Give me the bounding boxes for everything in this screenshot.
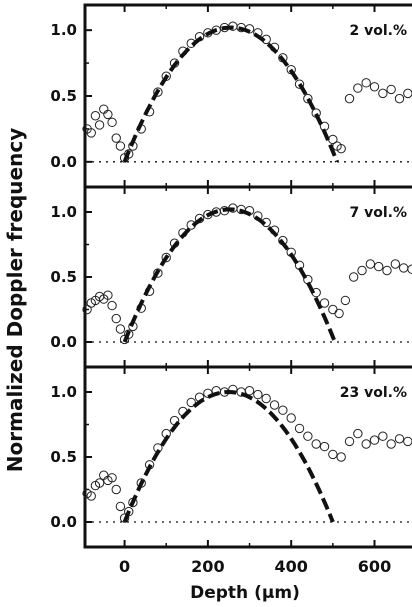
data-point bbox=[394, 93, 405, 104]
data-point bbox=[353, 428, 363, 439]
data-point bbox=[336, 143, 346, 154]
y-tick-label: 1.0 bbox=[50, 203, 77, 221]
y-tick-label: 0.0 bbox=[50, 513, 77, 531]
chart-panels: 0.0 0.5 1.0 2 vol.% 0.0 0.5 1.0 7 vol.% 0.0 0.5 1.… bbox=[50, 3, 412, 576]
data-point bbox=[378, 431, 388, 441]
data-point bbox=[344, 436, 355, 447]
data-point bbox=[353, 83, 363, 93]
data-point bbox=[334, 308, 344, 319]
data-point bbox=[294, 423, 305, 434]
data-point bbox=[403, 88, 412, 99]
data-point bbox=[361, 439, 371, 449]
data-point bbox=[99, 470, 109, 480]
x-tick-label: 0 bbox=[119, 557, 130, 576]
data-point bbox=[115, 501, 126, 512]
data-point bbox=[348, 272, 359, 282]
x-tick-label: 400 bbox=[274, 557, 307, 576]
y-axis-label: Normalized Doppler frequency bbox=[3, 128, 27, 472]
data-point bbox=[153, 268, 163, 278]
data-point bbox=[103, 109, 113, 120]
data-point bbox=[369, 82, 380, 92]
data-point bbox=[153, 87, 163, 97]
data-point bbox=[286, 413, 296, 423]
panel-1: 0.0 0.5 1.0 2 vol.% bbox=[50, 3, 412, 189]
data-point bbox=[107, 117, 117, 128]
data-point bbox=[99, 104, 109, 114]
data-point bbox=[340, 295, 351, 306]
panel-label: 7 vol.% bbox=[349, 205, 407, 221]
fit-curve bbox=[122, 389, 335, 523]
data-point bbox=[119, 513, 130, 523]
data-point bbox=[328, 449, 338, 460]
x-tick-label: 600 bbox=[358, 557, 391, 576]
data-point bbox=[86, 491, 96, 501]
data-point bbox=[161, 252, 171, 263]
data-point bbox=[344, 93, 355, 104]
data-point bbox=[90, 111, 101, 121]
data-point bbox=[94, 478, 105, 488]
data-point bbox=[369, 435, 380, 445]
data-point bbox=[373, 261, 384, 272]
data-point bbox=[303, 93, 313, 104]
data-point bbox=[115, 324, 126, 334]
data-point bbox=[365, 259, 376, 269]
data-point bbox=[107, 300, 117, 311]
data-point bbox=[394, 434, 405, 444]
data-point bbox=[403, 436, 412, 447]
data-point bbox=[94, 120, 105, 130]
y-tick-label: 1.0 bbox=[50, 383, 77, 401]
panel-label: 23 vol.% bbox=[340, 385, 407, 401]
data-point bbox=[378, 88, 388, 99]
data-point bbox=[278, 405, 288, 415]
data-point bbox=[398, 263, 409, 273]
y-tick-label: 0.0 bbox=[50, 333, 77, 351]
y-tick-label: 0.5 bbox=[50, 87, 77, 105]
data-point bbox=[86, 128, 96, 138]
data-point bbox=[319, 441, 330, 452]
data-point bbox=[357, 265, 367, 276]
y-tick-label: 1.0 bbox=[50, 21, 77, 39]
y-tick-label: 0.5 bbox=[50, 448, 77, 466]
data-point bbox=[390, 259, 401, 269]
data-point bbox=[124, 329, 134, 339]
data-point bbox=[186, 397, 196, 408]
data-point bbox=[407, 264, 412, 274]
fit-curve bbox=[122, 207, 337, 343]
data-point bbox=[328, 304, 338, 315]
y-tick-label: 0.5 bbox=[50, 268, 77, 286]
data-point bbox=[103, 290, 113, 300]
data-point bbox=[311, 439, 321, 449]
data-point bbox=[336, 452, 346, 462]
x-tick-label: 200 bbox=[191, 557, 224, 576]
data-point bbox=[382, 265, 392, 276]
data-point bbox=[111, 484, 121, 495]
panel-label: 2 vol.% bbox=[349, 23, 407, 39]
data-point bbox=[107, 473, 117, 483]
data-point bbox=[261, 393, 271, 404]
data-point bbox=[111, 313, 121, 324]
panel-2: 0.0 0.5 1.0 7 vol.% bbox=[50, 185, 412, 369]
fit-curve bbox=[122, 25, 339, 163]
data-point bbox=[319, 298, 330, 308]
data-point bbox=[386, 439, 396, 449]
data-point bbox=[269, 400, 280, 410]
data-point bbox=[253, 389, 263, 400]
data-point bbox=[303, 431, 313, 441]
data-point bbox=[244, 386, 255, 396]
data-point bbox=[361, 78, 371, 88]
data-point bbox=[111, 133, 121, 143]
y-tick-label: 0.0 bbox=[50, 153, 77, 171]
data-point bbox=[82, 304, 92, 315]
data-point bbox=[386, 84, 396, 95]
x-axis-label: Depth (μm) bbox=[190, 583, 300, 603]
panel-3: 0.0 0.5 1.0 23 vol.% bbox=[50, 365, 412, 549]
data-point bbox=[115, 141, 126, 151]
data-point bbox=[124, 149, 134, 159]
data-point bbox=[294, 79, 305, 89]
